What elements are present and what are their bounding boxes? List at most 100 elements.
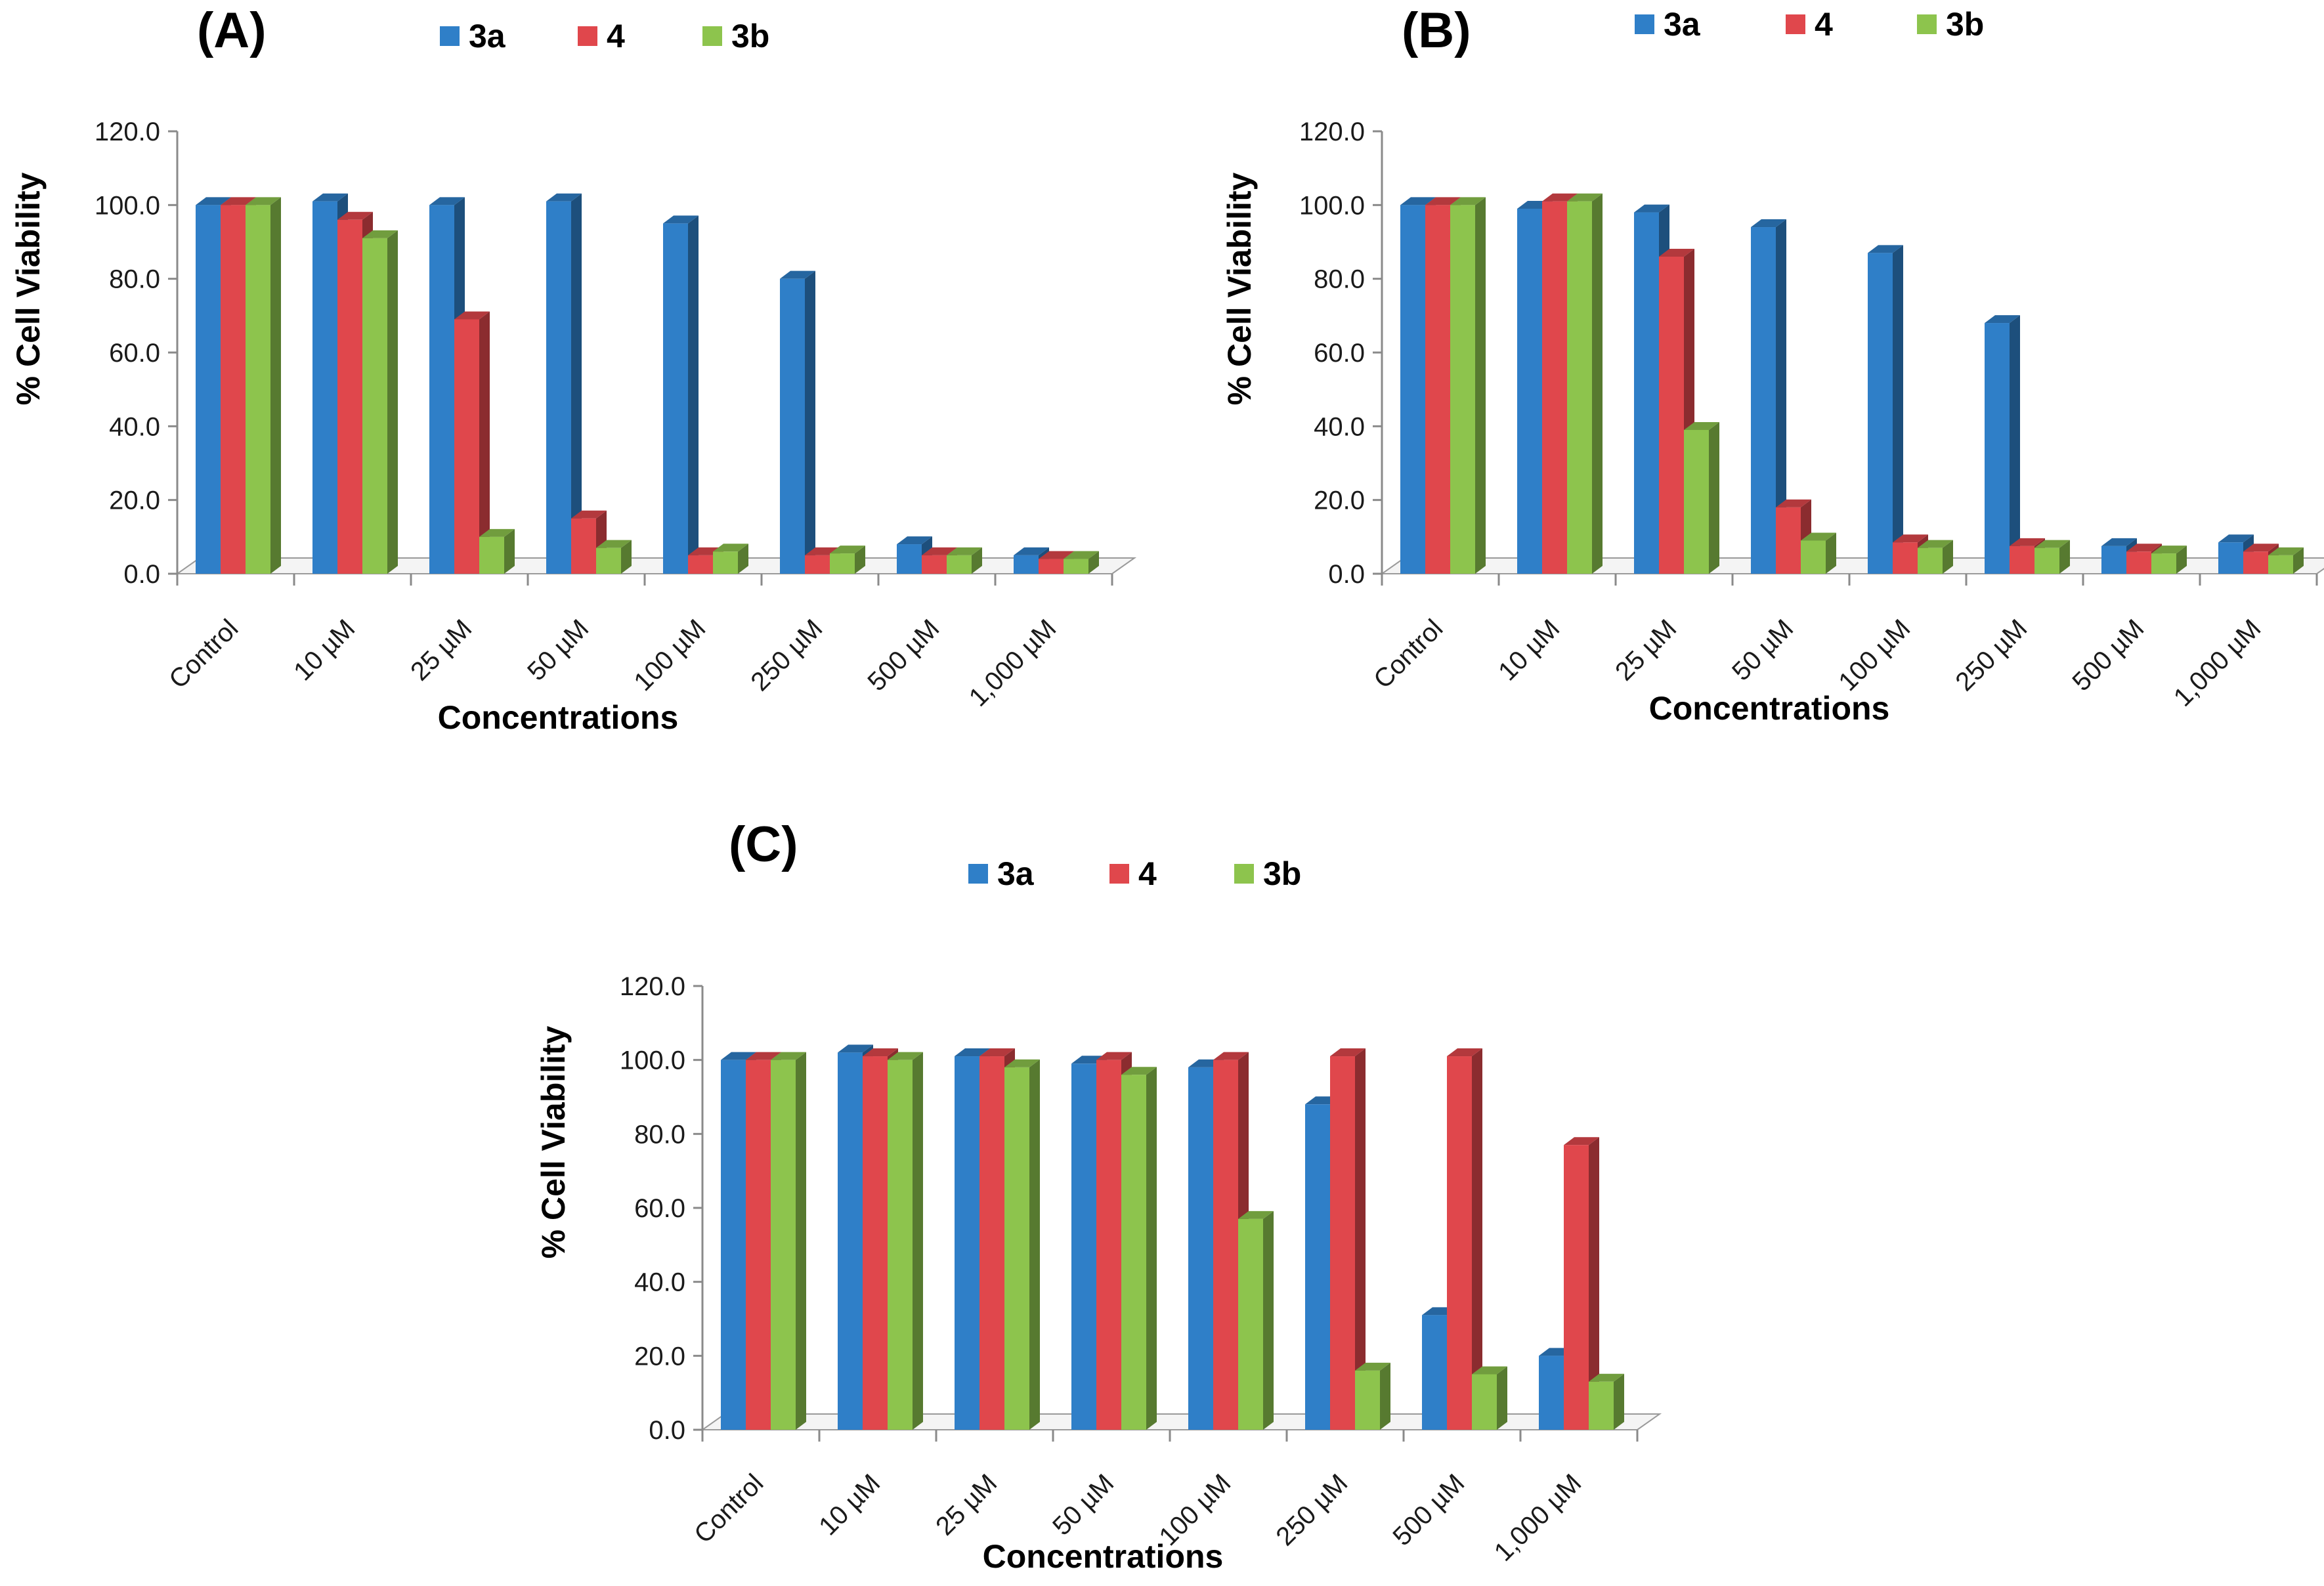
- bar-top: [2010, 538, 2045, 546]
- bar-side: [504, 528, 515, 574]
- legend-label-3b: 3b: [1263, 855, 1301, 892]
- legend-swatch-4: [1109, 864, 1129, 884]
- bar-top: [1039, 551, 1074, 559]
- bar-top: [1213, 1052, 1249, 1060]
- panel-title: (A): [197, 3, 267, 58]
- x-category-label: 500 µM: [862, 614, 945, 697]
- bar-top: [1659, 248, 1694, 257]
- y-tick-label: 80.0: [109, 265, 160, 294]
- bar-3a-4: [1751, 219, 1786, 574]
- bar-side: [1826, 532, 1836, 574]
- bar-side: [1088, 551, 1099, 574]
- bar-top: [1064, 551, 1099, 559]
- bar-front: [1684, 429, 1709, 574]
- legend-label-3b: 3b: [1946, 6, 1984, 43]
- bar-front: [2243, 551, 2268, 574]
- bar-front: [1659, 256, 1684, 574]
- bar-front: [688, 555, 713, 574]
- bar-front: [1472, 1374, 1497, 1430]
- bar-4-3: [454, 311, 490, 574]
- bar-top: [312, 193, 348, 202]
- bar-3b-4: [1121, 1067, 1157, 1430]
- legend-swatch-3a: [1635, 14, 1654, 34]
- bar-3b-5: [1238, 1211, 1274, 1430]
- bar-front: [955, 1056, 979, 1430]
- bar-front: [1751, 227, 1776, 574]
- bar-front: [1400, 205, 1425, 574]
- bar-front: [337, 219, 362, 574]
- bar-side: [1592, 193, 1603, 574]
- bar-top: [221, 197, 256, 205]
- bar-front: [1801, 540, 1826, 574]
- y-tick-label: 120.0: [1299, 118, 1365, 146]
- bar-top: [2101, 538, 2137, 546]
- bar-3b-6: [2034, 540, 2070, 574]
- bar-3b-1: [1450, 197, 1486, 574]
- panel-title: (B): [1402, 3, 1471, 58]
- x-category-label: 10 µM: [1493, 614, 1565, 686]
- bar-side: [1146, 1067, 1157, 1430]
- bar-front: [2034, 547, 2059, 574]
- bar-front: [1213, 1060, 1238, 1430]
- y-tick-label: 40.0: [634, 1268, 685, 1297]
- bar-side: [805, 270, 815, 574]
- bar-side: [1029, 1059, 1040, 1430]
- bar-3a-5: [663, 215, 699, 574]
- y-tick-label: 0.0: [1328, 560, 1365, 589]
- bar-front: [979, 1056, 1004, 1430]
- bar-top: [1564, 1137, 1599, 1146]
- y-tick-label: 40.0: [1314, 412, 1365, 441]
- bar-front: [1422, 1315, 1447, 1430]
- y-axis-title: % Cell Viability: [1221, 172, 1258, 405]
- bar-top: [1238, 1211, 1274, 1219]
- bar-top: [979, 1048, 1015, 1057]
- legend-swatch-4: [578, 26, 597, 46]
- bar-side: [688, 215, 699, 574]
- x-category-label: 100 µM: [1833, 614, 1916, 697]
- bar-side: [738, 544, 748, 574]
- bar-top: [1985, 315, 2020, 324]
- bar-front: [713, 551, 738, 574]
- bar-front: [897, 544, 922, 574]
- bar-side: [1497, 1366, 1507, 1430]
- bar-3b-6: [1355, 1362, 1390, 1430]
- bar-front: [746, 1060, 771, 1430]
- x-category-label: 1,000 µM: [2168, 614, 2267, 712]
- bar-3b-2: [362, 230, 398, 574]
- bar-4-3: [979, 1048, 1015, 1430]
- y-tick-label: 100.0: [95, 191, 160, 220]
- y-tick-label: 20.0: [634, 1342, 685, 1371]
- legend-swatch-3b: [702, 26, 722, 46]
- bar-top: [830, 546, 865, 554]
- bar-3b-1: [246, 197, 281, 574]
- bar-top: [1776, 499, 1811, 507]
- bar-front: [863, 1056, 888, 1430]
- bar-top: [196, 197, 231, 205]
- legend-swatch-3b: [1917, 14, 1937, 34]
- y-tick-label: 0.0: [123, 560, 160, 589]
- bar-front: [362, 238, 387, 574]
- x-category-label: 500 µM: [2067, 614, 2149, 697]
- bar-top: [2268, 547, 2304, 555]
- legend-swatch-3a: [440, 26, 460, 46]
- bar-front: [1918, 547, 1943, 574]
- bar-front: [1542, 201, 1567, 574]
- bar-front: [1121, 1075, 1146, 1430]
- bar-side: [1475, 197, 1486, 574]
- bar-top: [1868, 245, 1903, 253]
- bar-front: [805, 555, 830, 574]
- bar-front: [888, 1060, 913, 1430]
- x-category-label: 25 µM: [405, 614, 477, 686]
- bar-3b-8: [2268, 547, 2304, 574]
- bar-front: [922, 555, 947, 574]
- bar-top: [1918, 540, 1953, 548]
- bar-side: [2059, 540, 2070, 574]
- bar-top: [1355, 1362, 1390, 1371]
- bar-side: [621, 540, 632, 574]
- bar-side: [1614, 1373, 1624, 1430]
- bar-top: [1472, 1366, 1507, 1375]
- bar-front: [221, 205, 246, 574]
- x-category-label: 1,000 µM: [964, 614, 1062, 712]
- bar-front: [1039, 559, 1064, 574]
